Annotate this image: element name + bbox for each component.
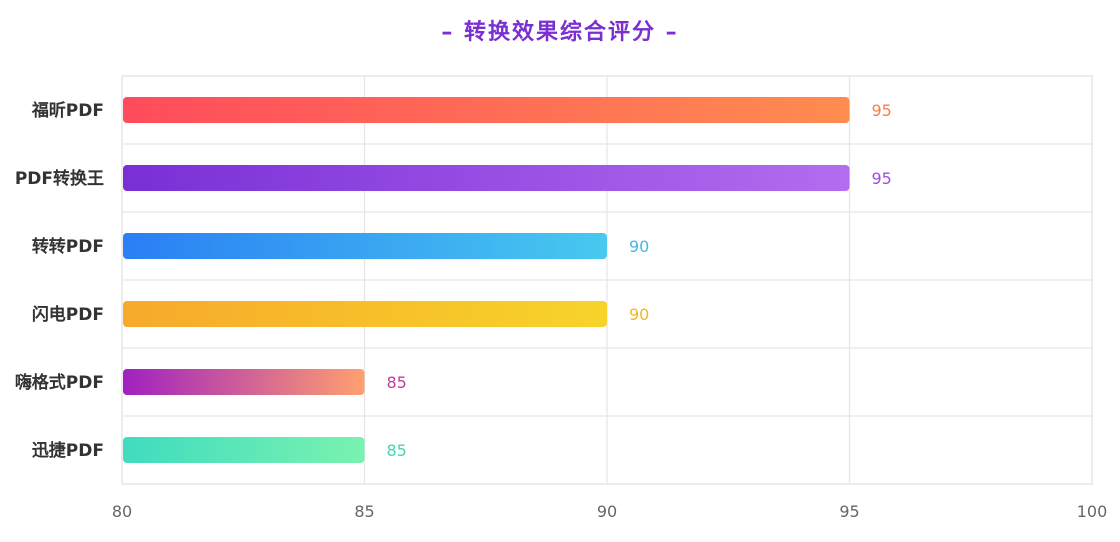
value-label: 95 xyxy=(872,101,892,120)
x-tick-label: 80 xyxy=(112,502,132,521)
category-label: 闪电PDF xyxy=(32,304,104,325)
value-label: 90 xyxy=(629,237,649,256)
value-label: 85 xyxy=(387,441,407,460)
x-tick-label: 85 xyxy=(354,502,374,521)
x-tick-label: 90 xyxy=(597,502,617,521)
category-label: 福昕PDF xyxy=(31,100,104,121)
category-label: 迅捷PDF xyxy=(32,440,104,461)
category-label: 嗨格式PDF xyxy=(15,372,104,393)
chart-title: – 转换效果综合评分 – xyxy=(441,20,679,45)
value-label: 85 xyxy=(387,373,407,392)
bar xyxy=(123,233,607,259)
bar xyxy=(123,437,365,463)
bar xyxy=(123,97,850,123)
category-label: 转转PDF xyxy=(32,236,104,257)
x-tick-label: 100 xyxy=(1077,502,1108,521)
x-tick-label: 95 xyxy=(839,502,859,521)
value-label: 90 xyxy=(629,305,649,324)
value-label: 95 xyxy=(872,169,892,188)
bar xyxy=(123,369,365,395)
bar xyxy=(123,301,607,327)
category-label: PDF转换王 xyxy=(15,168,104,189)
bar xyxy=(123,165,850,191)
